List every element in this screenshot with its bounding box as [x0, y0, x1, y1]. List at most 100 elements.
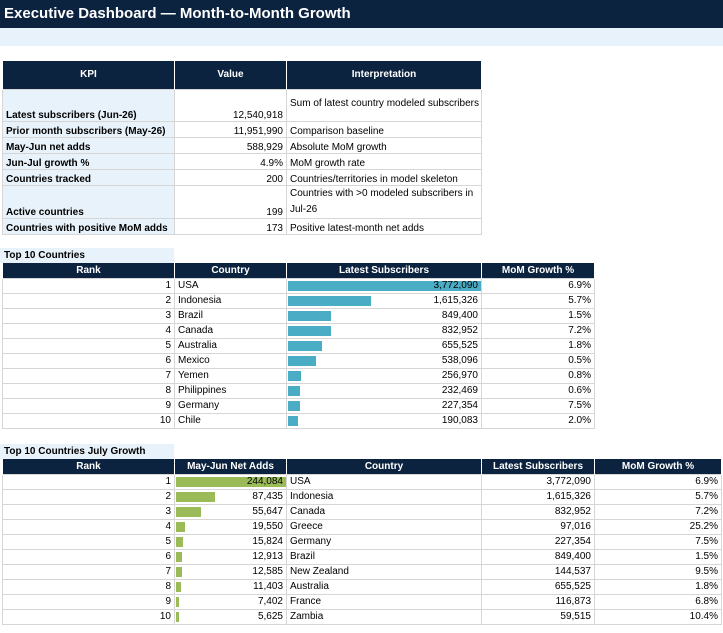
kpi-row[interactable]: May-Jun net adds 588,929 Absolute MoM gr… [2, 136, 482, 154]
kpi-value[interactable]: 199 [174, 184, 287, 219]
kpi-value[interactable]: 4.9% [174, 152, 287, 170]
growth-cell[interactable]: 1.5% [481, 307, 595, 324]
growth-cell[interactable]: 9.5% [594, 563, 722, 580]
kpi-value[interactable]: 11,951,990 [174, 120, 287, 138]
growth-cell[interactable]: 0.5% [481, 352, 595, 369]
growth-cell[interactable]: 7.5% [594, 533, 722, 550]
table-row[interactable]: 10 Chile 190,083 2.0% [2, 412, 595, 429]
country-cell[interactable]: Greece [286, 518, 482, 535]
subscribers-cell[interactable]: 3,772,090 [481, 473, 595, 490]
country-cell[interactable]: New Zealand [286, 563, 482, 580]
table-row[interactable]: 10 5,625 Zambia 59,515 10.4% [2, 608, 722, 625]
country-cell[interactable]: Australia [286, 578, 482, 595]
net-adds-cell[interactable]: 87,435 [174, 488, 287, 505]
country-cell[interactable]: France [286, 593, 482, 610]
subscribers-cell[interactable]: 849,400 [481, 548, 595, 565]
kpi-value[interactable]: 588,929 [174, 136, 287, 154]
subscribers-cell[interactable]: 655,525 [481, 578, 595, 595]
subscribers-cell[interactable]: 832,952 [481, 503, 595, 520]
subscribers-cell[interactable]: 227,354 [481, 533, 595, 550]
table-row[interactable]: 2 Indonesia 1,615,326 5.7% [2, 292, 595, 309]
subscribers-cell[interactable]: 832,952 [286, 322, 482, 339]
country-cell[interactable]: Chile [174, 412, 287, 429]
table-row[interactable]: 7 12,585 New Zealand 144,537 9.5% [2, 563, 722, 580]
kpi-row[interactable]: Active countries 199 Countries with >0 m… [2, 184, 482, 219]
table-row[interactable]: 1 244,084 USA 3,772,090 6.9% [2, 473, 722, 490]
net-adds-cell[interactable]: 11,403 [174, 578, 287, 595]
table-row[interactable]: 3 55,647 Canada 832,952 7.2% [2, 503, 722, 520]
growth-cell[interactable]: 7.5% [481, 397, 595, 414]
kpi-value[interactable]: 173 [174, 217, 287, 235]
country-cell[interactable]: Canada [174, 322, 287, 339]
country-cell[interactable]: Indonesia [286, 488, 482, 505]
subscribers-cell[interactable]: 538,096 [286, 352, 482, 369]
subscribers-cell[interactable]: 59,515 [481, 608, 595, 625]
country-cell[interactable]: Germany [174, 397, 287, 414]
country-cell[interactable]: Brazil [174, 307, 287, 324]
growth-cell[interactable]: 5.7% [481, 292, 595, 309]
subscribers-cell[interactable]: 232,469 [286, 382, 482, 399]
subscribers-cell[interactable]: 97,016 [481, 518, 595, 535]
growth-cell[interactable]: 7.2% [481, 322, 595, 339]
growth-cell[interactable]: 0.6% [481, 382, 595, 399]
table-row[interactable]: 1 USA 3,772,090 6.9% [2, 277, 595, 294]
net-adds-cell[interactable]: 244,084 [174, 473, 287, 490]
subscribers-cell[interactable]: 116,873 [481, 593, 595, 610]
subscribers-cell[interactable]: 256,970 [286, 367, 482, 384]
country-cell[interactable]: Germany [286, 533, 482, 550]
subscribers-cell[interactable]: 1,615,326 [481, 488, 595, 505]
table-row[interactable]: 4 19,550 Greece 97,016 25.2% [2, 518, 722, 535]
table-row[interactable]: 9 7,402 France 116,873 6.8% [2, 593, 722, 610]
country-cell[interactable]: Mexico [174, 352, 287, 369]
country-cell[interactable]: USA [174, 277, 287, 294]
country-cell[interactable]: Zambia [286, 608, 482, 625]
subscribers-cell[interactable]: 1,615,326 [286, 292, 482, 309]
table-row[interactable]: 4 Canada 832,952 7.2% [2, 322, 595, 339]
table-row[interactable]: 7 Yemen 256,970 0.8% [2, 367, 595, 384]
table-row[interactable]: 6 Mexico 538,096 0.5% [2, 352, 595, 369]
growth-cell[interactable]: 2.0% [481, 412, 595, 429]
net-adds-cell[interactable]: 55,647 [174, 503, 287, 520]
net-adds-cell[interactable]: 12,585 [174, 563, 287, 580]
kpi-value[interactable]: 200 [174, 168, 287, 186]
country-cell[interactable]: Yemen [174, 367, 287, 384]
table-row[interactable]: 6 12,913 Brazil 849,400 1.5% [2, 548, 722, 565]
country-cell[interactable]: Brazil [286, 548, 482, 565]
kpi-row[interactable]: Latest subscribers (Jun-26) 12,540,918 S… [2, 88, 482, 122]
country-cell[interactable]: USA [286, 473, 482, 490]
net-adds-cell[interactable]: 15,824 [174, 533, 287, 550]
net-adds-cell[interactable]: 19,550 [174, 518, 287, 535]
subscribers-cell[interactable]: 227,354 [286, 397, 482, 414]
subscribers-cell[interactable]: 849,400 [286, 307, 482, 324]
growth-cell[interactable]: 1.5% [594, 548, 722, 565]
subscribers-cell[interactable]: 3,772,090 [286, 277, 482, 294]
growth-cell[interactable]: 6.8% [594, 593, 722, 610]
subscribers-cell[interactable]: 190,083 [286, 412, 482, 429]
table-row[interactable]: 9 Germany 227,354 7.5% [2, 397, 595, 414]
kpi-row[interactable]: Jun-Jul growth % 4.9% MoM growth rate [2, 152, 482, 170]
growth-cell[interactable]: 7.2% [594, 503, 722, 520]
country-cell[interactable]: Philippines [174, 382, 287, 399]
table-row[interactable]: 2 87,435 Indonesia 1,615,326 5.7% [2, 488, 722, 505]
subscribers-cell[interactable]: 144,537 [481, 563, 595, 580]
growth-cell[interactable]: 5.7% [594, 488, 722, 505]
table-row[interactable]: 5 Australia 655,525 1.8% [2, 337, 595, 354]
growth-cell[interactable]: 1.8% [481, 337, 595, 354]
kpi-row[interactable]: Countries tracked 200 Countries/territor… [2, 168, 482, 186]
table-row[interactable]: 8 11,403 Australia 655,525 1.8% [2, 578, 722, 595]
kpi-row[interactable]: Countries with positive MoM adds 173 Pos… [2, 217, 482, 235]
net-adds-cell[interactable]: 12,913 [174, 548, 287, 565]
growth-cell[interactable]: 0.8% [481, 367, 595, 384]
country-cell[interactable]: Australia [174, 337, 287, 354]
table-row[interactable]: 8 Philippines 232,469 0.6% [2, 382, 595, 399]
net-adds-cell[interactable]: 5,625 [174, 608, 287, 625]
growth-cell[interactable]: 6.9% [594, 473, 722, 490]
country-cell[interactable]: Indonesia [174, 292, 287, 309]
subscribers-cell[interactable]: 655,525 [286, 337, 482, 354]
kpi-row[interactable]: Prior month subscribers (May-26) 11,951,… [2, 120, 482, 138]
growth-cell[interactable]: 25.2% [594, 518, 722, 535]
net-adds-cell[interactable]: 7,402 [174, 593, 287, 610]
table-row[interactable]: 5 15,824 Germany 227,354 7.5% [2, 533, 722, 550]
growth-cell[interactable]: 1.8% [594, 578, 722, 595]
kpi-value[interactable]: 12,540,918 [174, 88, 287, 122]
